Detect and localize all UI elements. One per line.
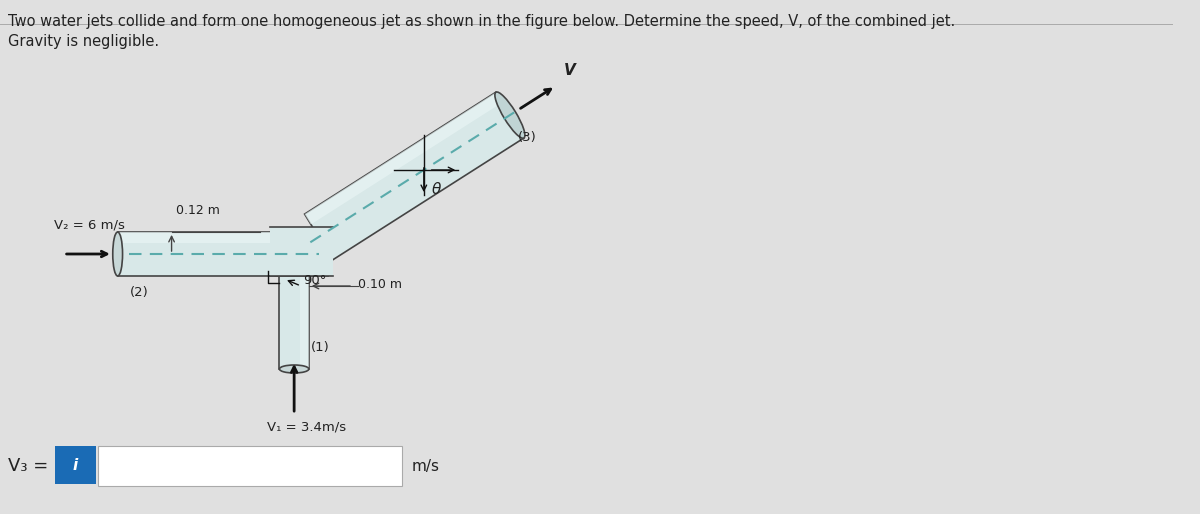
Text: 0.12 m: 0.12 m [176, 204, 221, 217]
Ellipse shape [280, 365, 308, 373]
Ellipse shape [113, 232, 122, 276]
Ellipse shape [494, 92, 524, 138]
Text: V₃ =: V₃ = [8, 457, 48, 475]
Polygon shape [280, 254, 308, 369]
Polygon shape [118, 232, 289, 243]
Text: V₁ = 3.4m/s: V₁ = 3.4m/s [266, 420, 346, 433]
Bar [55, 446, 96, 484]
Polygon shape [305, 92, 502, 225]
Bar [98, 446, 402, 486]
Polygon shape [270, 227, 334, 276]
Text: (2): (2) [130, 286, 148, 299]
Text: V₂ = 6 m/s: V₂ = 6 m/s [54, 219, 125, 232]
Text: 0.10 m: 0.10 m [358, 278, 402, 290]
Text: V: V [564, 63, 575, 78]
Text: m/s: m/s [412, 458, 439, 473]
Text: Gravity is negligible.: Gravity is negligible. [8, 34, 158, 49]
Polygon shape [275, 232, 329, 276]
Text: Two water jets collide and form one homogeneous jet as shown in the figure below: Two water jets collide and form one homo… [8, 14, 955, 29]
Text: (1): (1) [311, 340, 330, 354]
Polygon shape [305, 92, 524, 260]
Polygon shape [118, 232, 289, 276]
Polygon shape [300, 254, 308, 369]
Text: 90°: 90° [302, 274, 326, 287]
Text: (3): (3) [517, 131, 536, 143]
Text: θ: θ [432, 182, 442, 197]
Text: i: i [73, 457, 78, 472]
